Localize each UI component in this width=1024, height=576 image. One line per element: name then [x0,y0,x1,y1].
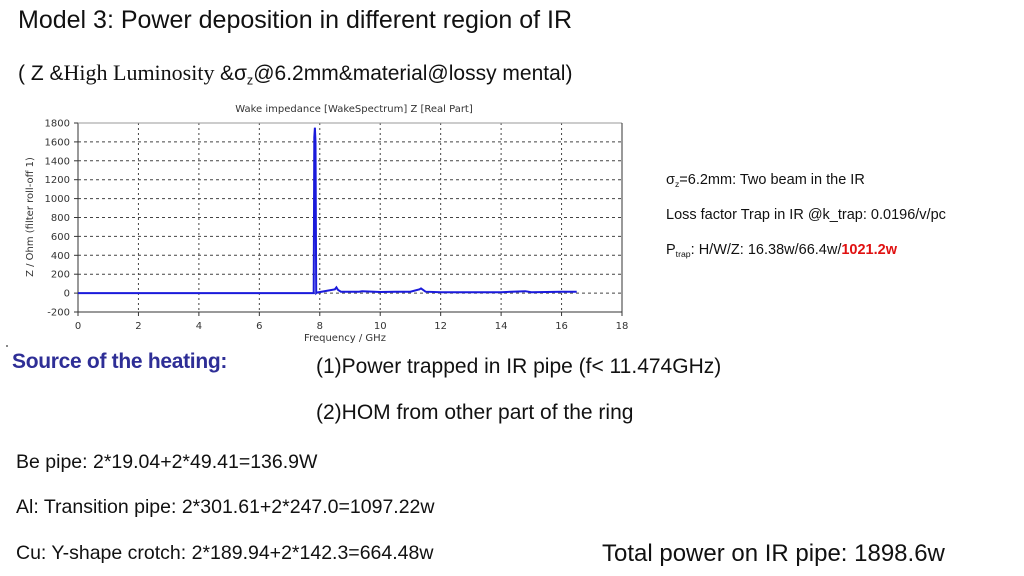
slide-title: Model 3: Power deposition in different r… [18,6,573,34]
chart-svg: Wake impedance [WakeSpectrum] Z [Real Pa… [25,104,629,344]
chart-y-label: Z / Ohm (filter roll-off 1) [25,157,36,277]
source-item-2: (2)HOM from other part of the ring [316,401,634,424]
svg-text:400: 400 [51,251,70,262]
slide-subtitle: ( Z &High Luminosity &σz@6.2mm&material@… [18,60,573,88]
svg-text:1800: 1800 [45,119,70,130]
breakdown-al-transition: Al: Transition pipe: 2*301.61+2*247.0=10… [16,496,435,518]
info-p-sub: trap [675,249,691,260]
svg-text:600: 600 [51,232,70,243]
subtitle-sigma: &σ [219,62,247,85]
breakdown-be-pipe: Be pipe: 2*19.04+2*49.41=136.9W [16,451,318,473]
svg-text:8: 8 [317,321,323,332]
svg-text:800: 800 [51,213,70,224]
source-item-1: (1)Power trapped in IR pipe (f< 11.474GH… [316,355,722,378]
info-ptrap-highlight: 1021.2w [841,242,897,258]
info-p: P [666,242,676,258]
breakdown-cu-crotch: Cu: Y-shape crotch: 2*189.94+2*142.3=664… [16,542,434,564]
svg-text:0: 0 [64,289,70,300]
info-sigma-text: =6.2mm: Two beam in the IR [679,172,865,188]
svg-text:12: 12 [434,321,447,332]
svg-text:10: 10 [374,321,387,332]
svg-text:200: 200 [51,270,70,281]
chart-x-label: Frequency / GHz [304,333,386,344]
source-heading: Source of the heating: [12,350,228,373]
subtitle-rest: @6.2mm&material@lossy mental) [253,62,573,85]
info-sigma-line: σz=6.2mm: Two beam in the IR [666,172,865,188]
stray-dot [6,345,8,347]
svg-text:1200: 1200 [45,175,70,186]
svg-text:16: 16 [555,321,568,332]
chart-axes: -200 0 200 400 600 800 1000 1200 1400 1600 1800 0 2 4… [45,119,629,333]
svg-text:4: 4 [196,321,202,332]
info-loss-factor: Loss factor Trap in IR @k_trap: 0.0196/v… [666,207,946,223]
subtitle-sigma-sub: z [246,73,254,88]
total-power: Total power on IR pipe: 1898.6w [602,540,945,567]
chart-title: Wake impedance [WakeSpectrum] Z [Real Pa… [235,104,473,115]
svg-text:6: 6 [256,321,262,332]
wake-impedance-chart: Wake impedance [WakeSpectrum] Z [Real Pa… [0,95,660,350]
svg-text:1400: 1400 [45,156,70,167]
info-sigma-sub: z [674,179,680,190]
chart-grid [78,123,622,312]
svg-text:14: 14 [495,321,508,332]
svg-text:0: 0 [75,321,81,332]
svg-text:-200: -200 [47,308,70,319]
svg-text:18: 18 [616,321,629,332]
info-ptrap-text: : H/W/Z: 16.38w/66.4w/ [690,242,842,258]
svg-text:2: 2 [135,321,141,332]
svg-text:1000: 1000 [45,194,70,205]
subtitle-open: ( Z & [18,62,64,85]
chart-series-line [78,127,577,296]
svg-text:1600: 1600 [45,137,70,148]
info-sigma: σ [666,172,675,188]
subtitle-serif-part: High Luminosity [63,60,220,85]
info-ptrap-line: Ptrap: H/W/Z: 16.38w/66.4w/1021.2w [666,242,897,258]
